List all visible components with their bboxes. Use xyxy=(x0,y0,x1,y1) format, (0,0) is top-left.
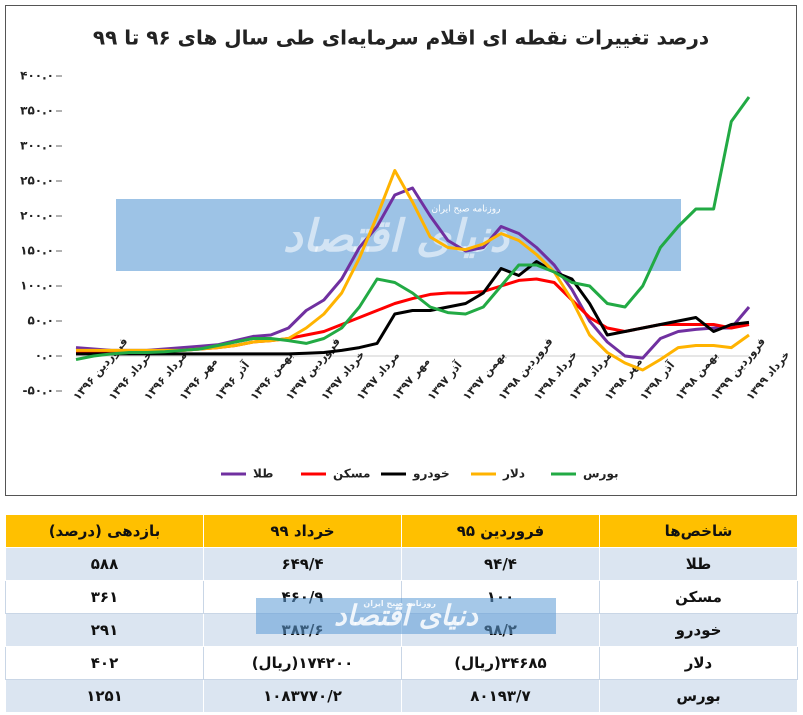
y-tick-label: -۵۰.۰ xyxy=(22,384,54,398)
cell: طلا xyxy=(599,547,798,581)
cell: ۵۸۸ xyxy=(5,547,204,581)
cell: مسکن xyxy=(599,580,798,614)
header-cell: فروردین ۹۵ xyxy=(401,514,600,548)
series-line xyxy=(75,186,751,360)
y-tick-label: ۳۰۰.۰ xyxy=(20,139,54,153)
table-watermark-title: دنیای اقتصاد xyxy=(334,599,478,632)
cell: ۸۰۱۹۳/۷ xyxy=(401,679,600,713)
y-tick-label: ۴۰۰.۰ xyxy=(20,69,54,83)
legend-label: مسکن xyxy=(333,467,370,481)
watermark-title: دنیای اقتصاد xyxy=(283,211,510,262)
series-line xyxy=(76,277,750,354)
chart-frame: درصد تغییرات نقطه ای اقلام سرمایه‌ای طی … xyxy=(5,5,797,496)
header-cell: شاخص‌ها xyxy=(599,514,798,548)
row: بورس ۸۰۱۹۳/۷ ۱۰۸۳۷۷۰/۲ ۱۲۵۱ xyxy=(5,679,798,713)
y-tick-label: ۰.۰ xyxy=(35,349,54,363)
table-watermark: روزنامه صبح ایران دنیای اقتصاد xyxy=(256,598,556,634)
header-cell: خرداد ۹۹ xyxy=(203,514,402,548)
y-tick-label: ۳۵۰.۰ xyxy=(20,104,54,118)
cell: ۶۴۹/۴ xyxy=(203,547,402,581)
header-row: شاخص‌ها فروردین ۹۵ خرداد ۹۹ بازدهی (درصد) xyxy=(5,514,798,548)
watermark-subtitle: روزنامه صبح ایران xyxy=(432,205,501,215)
y-tick-label: ۱۰۰.۰ xyxy=(20,279,54,293)
chart-title: درصد تغییرات نقطه ای اقلام سرمایه‌ای طی … xyxy=(93,26,709,50)
cell: ۴۰۲ xyxy=(5,646,204,680)
watermark-box xyxy=(116,199,681,271)
y-tick-label: ۲۵۰.۰ xyxy=(20,174,54,188)
cell: ۱۲۵۱ xyxy=(5,679,204,713)
table: شاخص‌ها فروردین ۹۵ خرداد ۹۹ بازدهی (درصد) طل… xyxy=(5,514,798,713)
legend-label: خودرو xyxy=(412,467,450,482)
cell: خودرو xyxy=(599,613,798,647)
cell: ۱۰۸۳۷۷۰/۲ xyxy=(203,679,402,713)
cell: ۳۴۶۸۵(ریال) xyxy=(401,646,600,680)
cell: دلار xyxy=(599,646,798,680)
legend-label: دلار xyxy=(502,467,525,481)
table-watermark-subtitle: روزنامه صبح ایران xyxy=(363,599,436,608)
cell: ۳۶۱ xyxy=(5,580,204,614)
cell: ۲۹۱ xyxy=(5,613,204,647)
cell: بورس xyxy=(599,679,798,713)
row: دلار ۳۴۶۸۵(ریال) ۱۷۴۲۰۰(ریال) ۴۰۲ xyxy=(5,646,798,680)
series-line xyxy=(75,96,751,361)
cell: ۹۴/۴ xyxy=(401,547,600,581)
chart: درصد تغییرات نقطه ای اقلام سرمایه‌ای طی … xyxy=(20,26,792,482)
row: طلا ۹۴/۴ ۶۴۹/۴ ۵۸۸ xyxy=(5,547,798,581)
y-tick-label: ۱۵۰.۰ xyxy=(20,244,54,258)
legend-label: طلا xyxy=(253,467,273,481)
y-tick-label: ۵۰.۰ xyxy=(27,314,54,328)
series-line xyxy=(76,260,750,356)
cell: ۱۷۴۲۰۰(ریال) xyxy=(203,646,402,680)
y-tick-label: ۲۰۰.۰ xyxy=(20,209,54,223)
header-cell: بازدهی (درصد) xyxy=(5,514,204,548)
legend-label: بورس xyxy=(583,467,619,482)
